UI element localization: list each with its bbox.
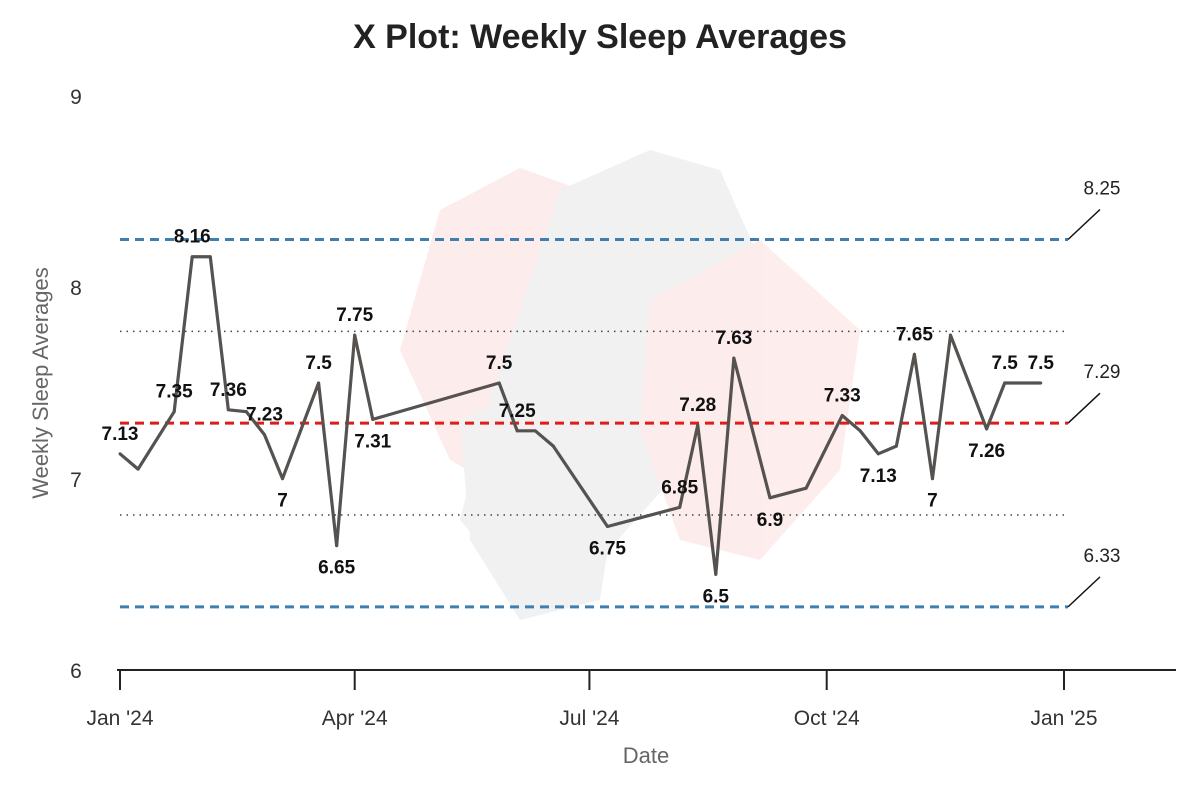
point-value-label: 6.85 [661, 477, 698, 498]
reference-lines-group: 8.25 7.29 6.33 [120, 179, 1121, 609]
point-value-label: 7.36 [210, 380, 247, 401]
data-point [696, 423, 700, 427]
data-point [1039, 381, 1043, 385]
watermark-logo [400, 150, 860, 620]
point-value-label: 7.35 [156, 382, 193, 403]
x-tick-label: Jul '24 [559, 707, 619, 730]
data-point [208, 255, 212, 259]
data-point [172, 410, 176, 414]
data-point [804, 486, 808, 490]
x-tick-label: Jan '24 [86, 707, 153, 730]
limit-label-leader [1067, 576, 1101, 608]
y-tick-label: 8 [70, 277, 82, 300]
data-point [497, 381, 501, 385]
data-point [894, 444, 898, 448]
limit-label: 6.33 [1084, 546, 1121, 567]
data-point [244, 410, 248, 414]
point-value-label: 6.5 [703, 586, 730, 607]
point-value-label: 7.5 [1028, 353, 1055, 374]
point-value-label: 7.75 [336, 305, 373, 326]
limit-label: 8.25 [1084, 179, 1121, 200]
point-value-label: 7.23 [246, 405, 283, 426]
data-point [190, 255, 194, 259]
x-tick-label: Oct '24 [794, 707, 860, 730]
limit-label-leader [1067, 392, 1101, 424]
point-value-label: 6.75 [589, 539, 626, 560]
point-labels-group: 7.13 7.35 8.16 7.36 7.23 7 7.5 6.65 7.75 7.31 7.5 7… [102, 227, 1055, 608]
point-value-label: 7.26 [968, 441, 1005, 462]
point-value-label: 7 [927, 491, 938, 512]
x-tick-label: Jan '25 [1030, 707, 1097, 730]
y-tick-label: 6 [70, 660, 82, 683]
point-value-label: 7.5 [305, 353, 332, 374]
data-point [949, 333, 953, 337]
point-value-label: 8.16 [174, 227, 211, 248]
point-value-label: 7.33 [824, 386, 861, 407]
data-point [930, 477, 934, 481]
data-point [876, 452, 880, 456]
data-point [678, 505, 682, 509]
data-point [335, 544, 339, 548]
point-value-label: 6.65 [318, 558, 355, 579]
y-axis-label: Weekly Sleep Averages [28, 267, 53, 499]
point-value-label: 7.5 [991, 353, 1018, 374]
data-point [714, 572, 718, 576]
data-point [985, 427, 989, 431]
data-point [840, 414, 844, 418]
data-point [280, 477, 284, 481]
data-point [262, 433, 266, 437]
point-value-label: 7.5 [486, 353, 513, 374]
point-value-label: 7.25 [499, 401, 536, 422]
data-point [1003, 381, 1007, 385]
chart-title: X Plot: Weekly Sleep Averages [353, 18, 847, 56]
data-point [317, 381, 321, 385]
data-point [515, 429, 519, 433]
series-group [118, 255, 1043, 576]
point-value-label: 6.9 [757, 510, 783, 531]
series-line [118, 255, 1041, 576]
y-tick-label: 7 [70, 469, 82, 492]
limit-label: 7.29 [1084, 362, 1121, 383]
x-tick-label: Apr '24 [322, 707, 388, 730]
data-point [533, 429, 537, 433]
point-value-label: 7.63 [715, 328, 752, 349]
point-value-label: 7.28 [679, 395, 716, 416]
point-value-label: 7.13 [860, 466, 897, 487]
data-point [732, 356, 736, 360]
data-point [353, 333, 357, 337]
y-tick-label: 9 [70, 86, 82, 109]
x-axis-label: Date [623, 743, 669, 768]
point-value-label: 7.65 [896, 324, 933, 345]
x-ticks-group: Jan '24 Apr '24 Jul '24 Oct '24 Jan '25 [86, 670, 1098, 730]
data-point [118, 452, 122, 456]
data-point [768, 496, 772, 500]
data-point [371, 417, 375, 421]
limit-label-leader [1067, 208, 1101, 241]
point-value-label: 7.31 [354, 431, 391, 452]
data-point [605, 525, 609, 528]
point-value-label: 7 [277, 491, 288, 512]
data-point [912, 352, 916, 356]
data-point [858, 429, 862, 433]
data-point [226, 408, 230, 412]
data-point [136, 467, 140, 471]
point-value-label: 7.13 [102, 424, 139, 445]
data-point [551, 444, 555, 448]
